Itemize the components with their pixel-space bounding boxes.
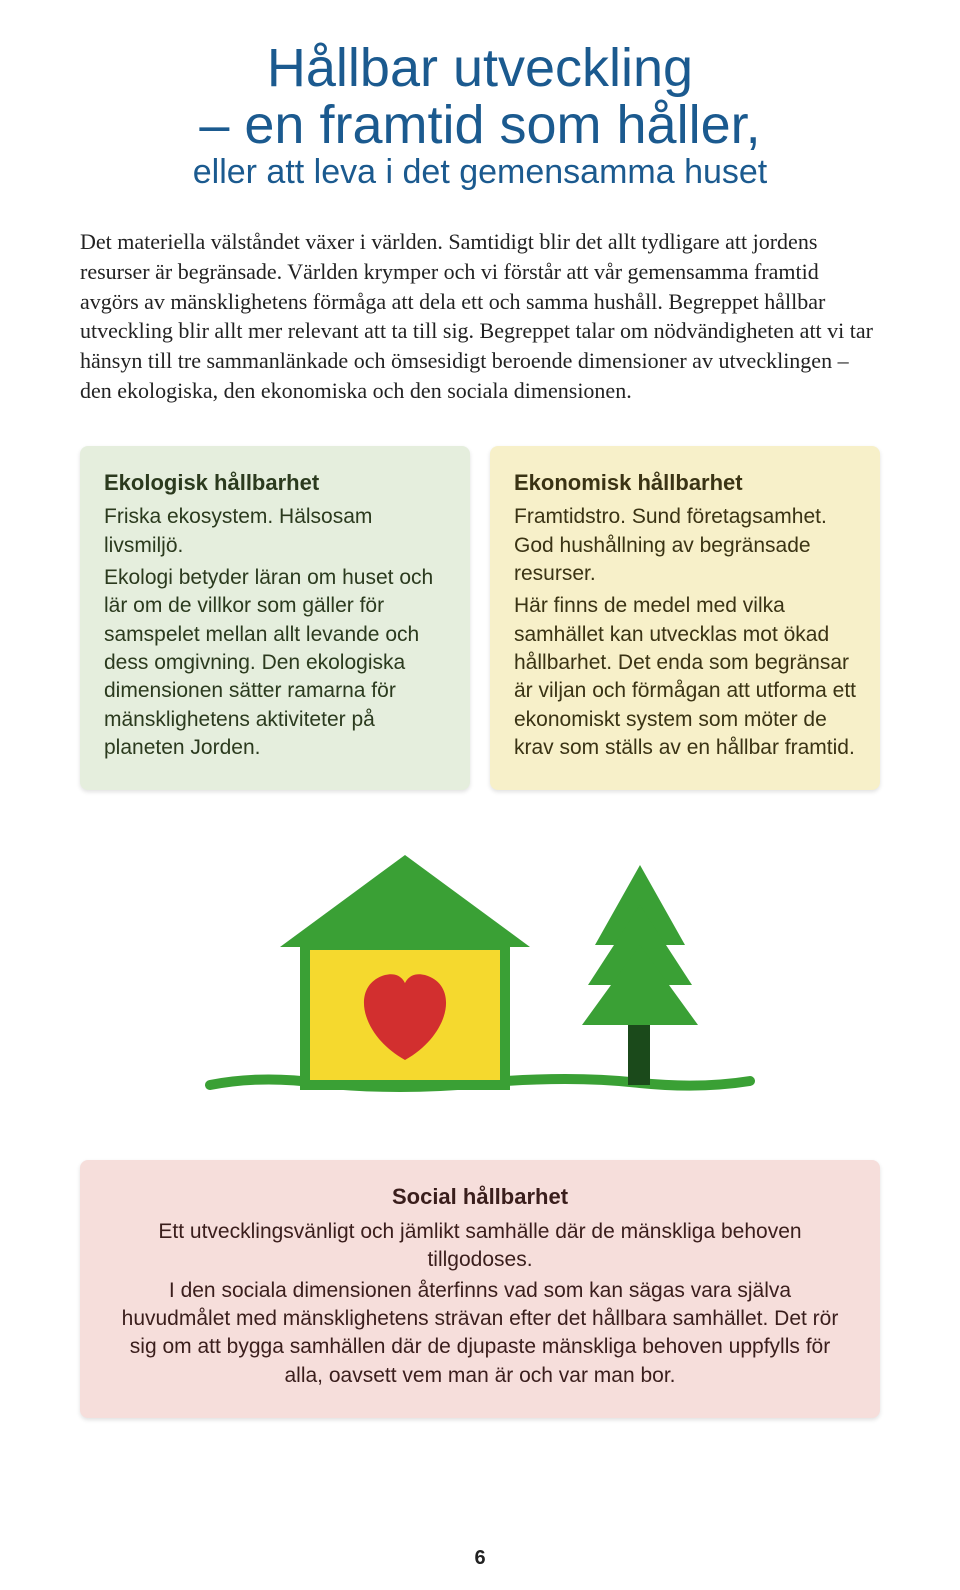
card-social-title: Social hållbarhet [116,1182,844,1212]
page-number: 6 [0,1547,960,1570]
card-economic-body: Här finns de medel med vilka samhället k… [514,592,856,762]
card-ecological: Ekologisk hållbarhet Friska ekosystem. H… [80,446,470,791]
card-ecological-line1: Friska ekosystem. Hälsosam livsmiljö. [104,503,446,560]
card-social-line1: Ett utvecklingsvänligt och jämlikt samhä… [116,1218,844,1275]
title-line2: – en framtid som håller, [199,95,760,155]
title-line1: Hållbar utveckling [267,38,693,98]
cards-row: Ekologisk hållbarhet Friska ekosystem. H… [80,446,880,791]
card-social: Social hållbarhet Ett utvecklingsvänligt… [80,1160,880,1418]
page-title-main: Hållbar utveckling – en framtid som håll… [80,40,880,153]
card-ecological-body: Ekologi betyder läran om huset och lär o… [104,564,446,762]
intro-paragraph: Det materiella välståndet växer i världe… [80,227,880,405]
card-ecological-title: Ekologisk hållbarhet [104,468,446,498]
house-tree-illustration [200,825,760,1125]
card-social-body: I den sociala dimensionen återfinns vad … [116,1277,844,1390]
card-economic: Ekonomisk hållbarhet Framtidstro. Sund f… [490,446,880,791]
card-economic-line1: Framtidstro. Sund företagsamhet. God hus… [514,503,856,588]
page-title-sub: eller att leva i det gemensamma huset [80,153,880,192]
card-economic-title: Ekonomisk hållbarhet [514,468,856,498]
